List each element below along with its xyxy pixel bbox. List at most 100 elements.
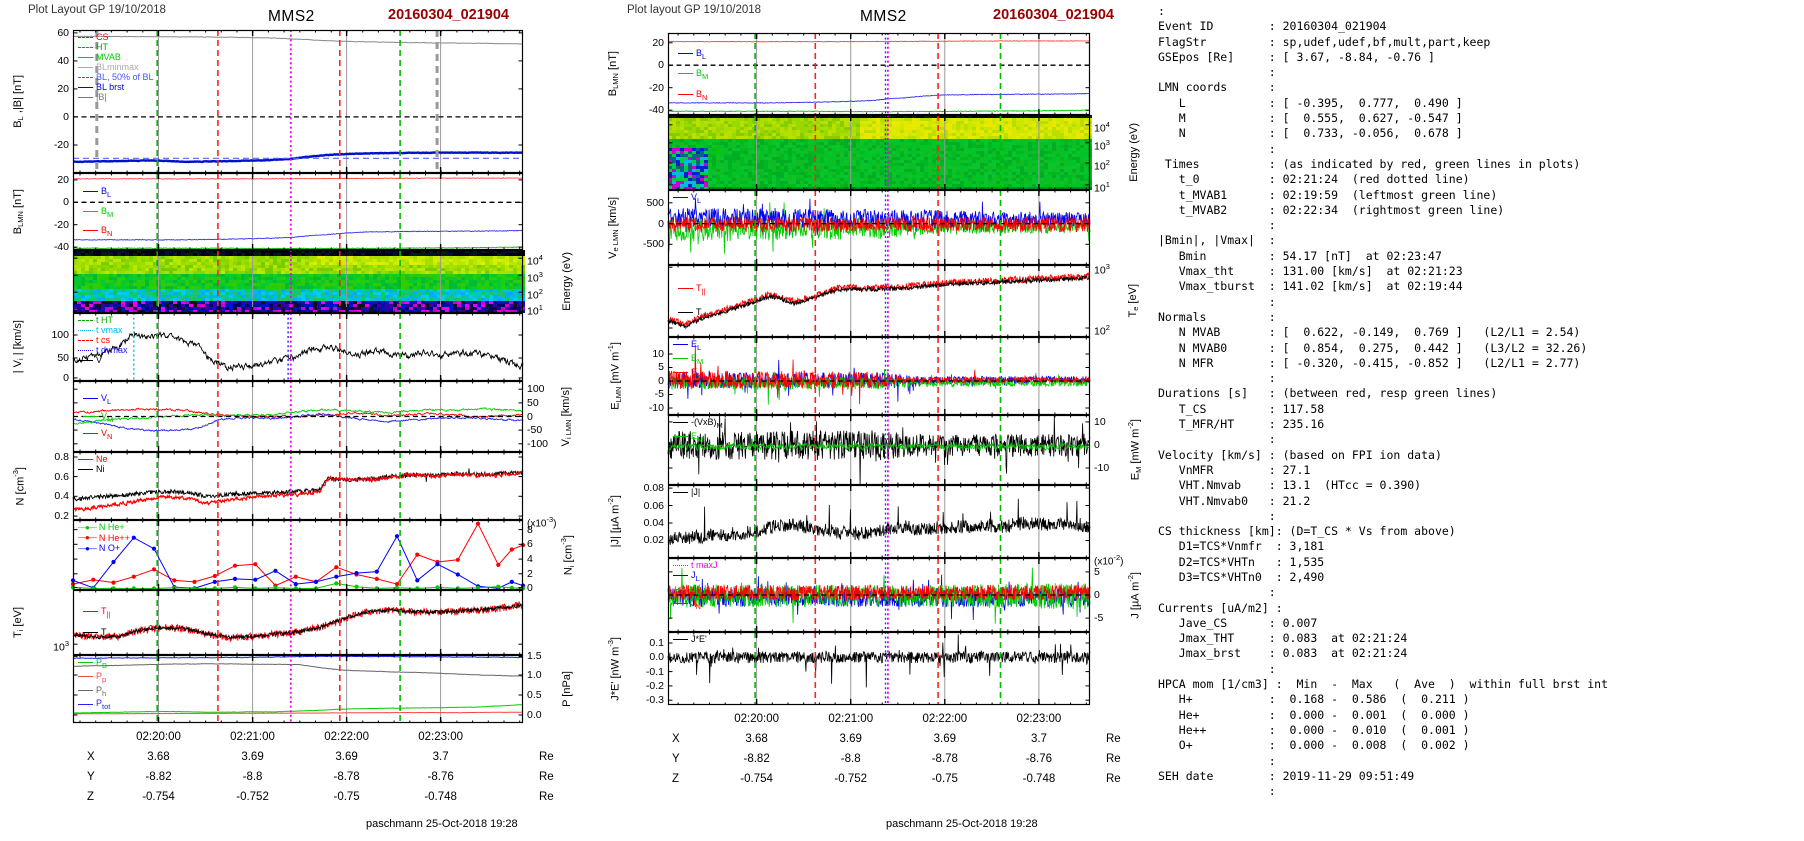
axis-scale-label: (x10-2) [1094,553,1124,568]
legend-item-label: N O+ [98,543,121,554]
legend-item-label: T⊥ [696,307,709,320]
legend-item: BL, 50% of BL [78,72,154,82]
axis-label-text: Vi LMN [km/s] [560,386,574,447]
time-tick-label: 02:23:00 [1016,713,1062,725]
y-tick-label: 4 [527,553,533,566]
y-tick-label: 103 [1094,137,1110,153]
legend-item: EM [673,353,703,367]
position-value: 3.68 [745,733,768,745]
y-tick-label: 101 [1094,179,1110,195]
legend-line-icon [78,703,93,705]
legend-item-label: CS [96,32,109,42]
y-tick-label: -20 [648,81,664,94]
axis-label-text: Energy (eV) [1128,123,1140,182]
middle-title: MMS2 [860,8,907,25]
legend-item-label: |B| [96,92,107,102]
middle-panel-current-lmn: 5 0 -5 J [µA m-2] (x10-2) t maxJ JL JM JN [667,553,1142,633]
middle-panel-j-dot-e: 0.1 0.0 -0.1 -0.2 -0.3 J*E' [nW m-3] J*E' [606,631,1091,705]
axis-label-b-lmn: BLMN [nT] [606,33,622,115]
legend-line-icon [78,320,93,322]
left-panel-b-field-overview: 60 40 20 0 -20 BL ,|B| [nT] CS HT MVAB BLminmax BL… [12,28,524,174]
axis-label-electron-temperature: Te [eV] [1126,265,1142,337]
position-value: 3.7 [432,751,449,763]
legend-item-label: VL [691,192,702,205]
legend-marker-icon: —●— [78,522,97,532]
legend-item-label: V [96,355,103,365]
middle-panel-e-field-lmn: 10 5 0 -5 -10 ELMN [mV m-1] EL EM EN [606,336,1091,416]
legend-line-icon [678,312,693,314]
left-event-id: 20160304_021904 [388,7,509,23]
y-tick-label: 0 [63,196,69,209]
position-value: -0.748 [424,791,457,803]
y-tick-label: 0.6 [54,470,69,483]
y-tick-label: 10 [1094,415,1106,428]
axis-label-pressure: P [nPa] [559,655,575,723]
legend-item-label: BN [101,224,113,238]
y-tick-label: 102 [1094,158,1110,173]
axis-label-b-field-overview: BL ,|B| [nT] [11,30,27,173]
time-tick-label: 02:23:00 [418,731,464,743]
legend-item-label: VM [101,410,114,424]
position-value: -8.78 [333,771,360,783]
position-unit: Re [539,771,554,783]
y-tick-label: 0 [527,410,533,423]
y-tick-label: 104 [527,253,543,268]
left-panel-density: 0.8 0.6 0.4 0.2 N [cm-3] Ne Ni [11,451,524,521]
axis-label-text: Ve LMN [km/s] [607,196,621,259]
position-value: -0.75 [333,791,360,803]
position-unit: Re [1106,773,1121,785]
legend-item-label: t vmax [96,325,123,335]
position-value: -0.754 [740,773,773,785]
y-tick-label: 101 [527,302,543,318]
y-tick-label: 0.8 [54,450,69,463]
legend-item: JM [673,584,718,598]
y-tick-label: 102 [1094,323,1110,338]
legend-current-lmn: t maxJ JL JM JN [673,560,718,611]
y-tick-label: 2 [527,567,533,580]
legend-vxb-em: -(VxB)M EM [673,417,723,445]
legend-item-label: BL [696,47,707,61]
position-value: -8.76 [1025,753,1053,765]
y-tick-label: -20 [53,218,69,231]
legend-item-label: N He+ [98,522,125,532]
axis-label-text: Te [eV] [1127,284,1141,318]
axis-label-text: BLMN [nT] [12,188,26,235]
position-value: 3.69 [241,751,264,763]
y-tick-label: 0.08 [643,482,664,495]
y-tick-label: 103 [1094,262,1110,277]
legend-item-label: Ne [96,454,108,464]
y-tick-label: -20 [53,138,69,151]
legend-item: Ni [78,464,108,474]
y-tick-label: 20 [57,173,69,186]
middle-panel-b-lmn: 20 0 -20 -40 BLMN [nT] BL BM BN [607,32,1091,115]
ion-energy-spectrogram-plot-svg [72,249,525,314]
legend-item: t cs [78,335,128,345]
axis-label-text: Energy (eV) [561,252,573,311]
legend-item-label: BLminmax [96,62,139,72]
legend-item-label: Ph [96,684,107,698]
y-tick-label: 0 [63,110,69,123]
legend-item: —●— N He+ [78,522,130,533]
legend-line-icon [78,37,93,39]
legend-line-icon [78,689,93,691]
y-tick-label: 500 [646,196,664,209]
legend-line-icon [673,602,688,604]
legend-line-icon [673,575,688,577]
legend-item: t maxJ [673,560,718,570]
legend-e-field-lmn: EL EM EN [673,339,703,380]
y-tick-label: -10 [648,401,664,414]
legend-item-label: T|| [101,605,111,619]
legend-item: VL [673,192,701,206]
legend-line-icon [78,662,93,664]
legend-line-icon [673,435,688,437]
position-value: -8.8 [840,753,861,765]
legend-item: J*E' [673,634,707,644]
legend-line-icon [673,357,688,359]
position-value: -0.754 [142,791,175,803]
pressure-plot-svg [72,654,524,724]
y-tick-label: 0 [527,581,533,594]
position-value: 3.68 [147,751,170,763]
time-tick-label: 02:22:00 [922,713,968,725]
density-plot-svg [72,451,524,521]
legend-item: V [78,355,128,365]
